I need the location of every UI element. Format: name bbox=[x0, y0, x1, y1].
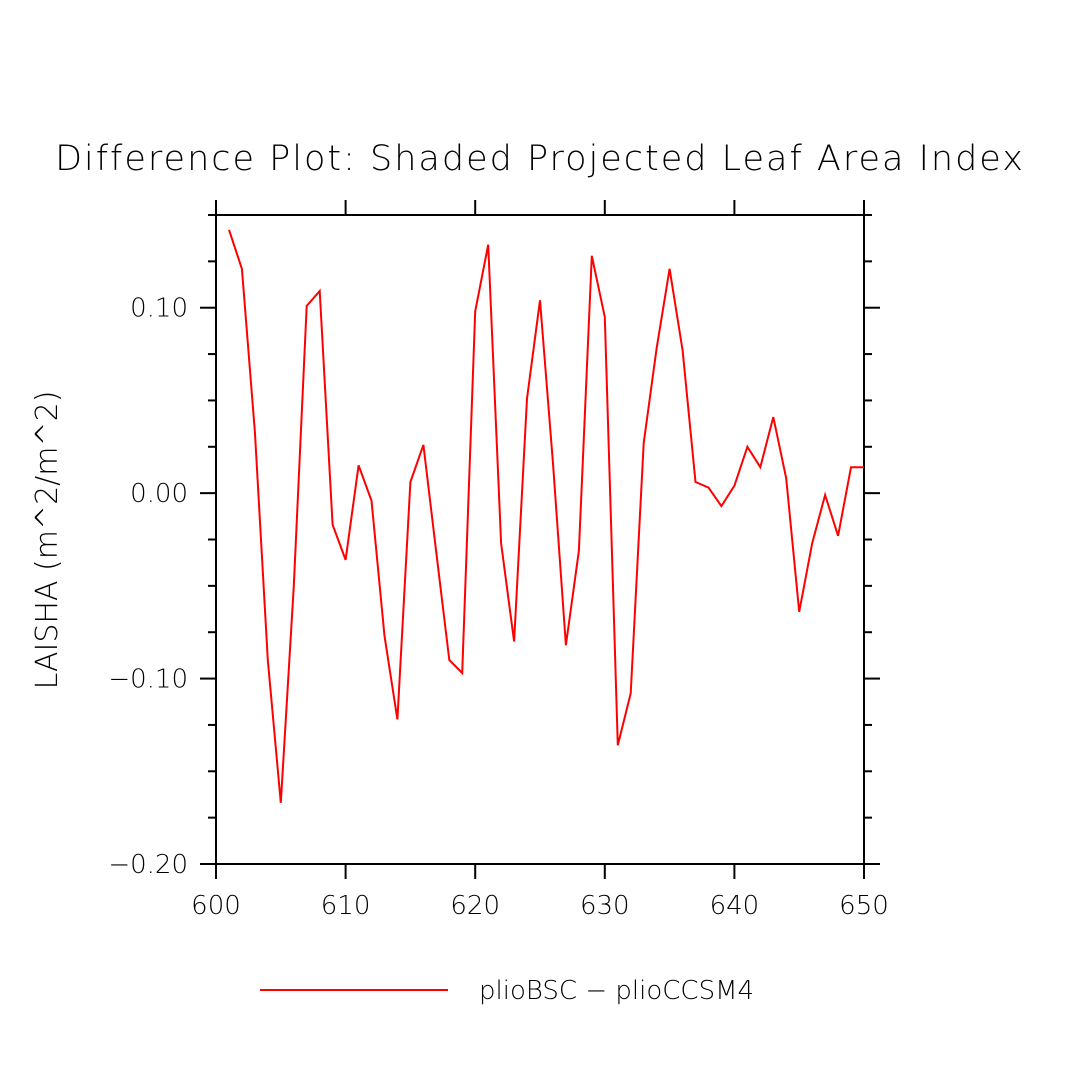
plot-area: 600 610 620 630 640 650 −0.20 −0.10 0.00 0.10 bbox=[108, 200, 889, 921]
y-tick-label: 0.10 bbox=[130, 294, 188, 324]
x-tick-label: 650 bbox=[839, 891, 889, 921]
series-line bbox=[228, 229, 864, 803]
y-tick-label: −0.20 bbox=[108, 850, 188, 880]
x-tick-label: 640 bbox=[710, 891, 760, 921]
y-axis-label: LAISHA (m^2/m^2) bbox=[30, 391, 65, 690]
legend-label: plioBSC − plioCCSM4 bbox=[479, 976, 754, 1006]
legend: plioBSC − plioCCSM4 bbox=[260, 976, 754, 1006]
x-tick-label: 600 bbox=[191, 891, 241, 921]
y-tick-label: 0.00 bbox=[130, 479, 188, 509]
y-tick-label: −0.10 bbox=[108, 665, 188, 695]
x-tick-label: 610 bbox=[321, 891, 371, 921]
x-tick-label: 630 bbox=[580, 891, 630, 921]
chart-title: Difference Plot: Shaded Projected Leaf A… bbox=[55, 139, 1025, 179]
x-tick-label: 620 bbox=[450, 891, 500, 921]
